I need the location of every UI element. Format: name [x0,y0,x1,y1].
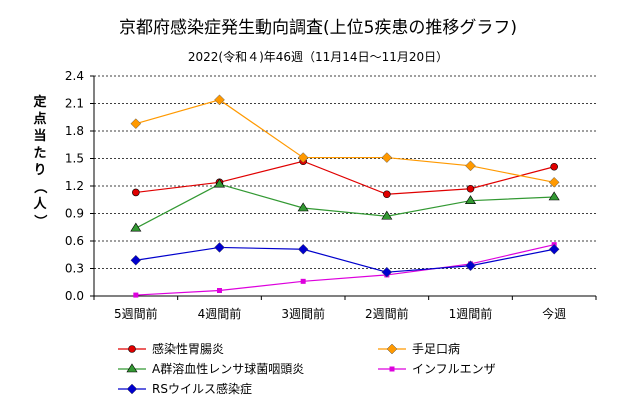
legend-label: インフルエンザ [412,362,496,376]
data-point [297,243,309,255]
legend-marker [126,363,138,373]
x-tick-label: 今週 [542,306,566,321]
data-point [381,152,393,163]
legend: 感染性胃腸炎 手足口病 A群溶血性レンサ球菌咽頭炎 インフルエンザ RSウイルス感染症 [118,341,496,396]
legend-label: 手足口病 [412,341,460,356]
data-point [464,195,477,204]
y-axis-label-char: （ [32,180,48,193]
series-line [135,99,555,183]
data-point [300,278,306,284]
legend-item: 感染性胃腸炎 [118,341,224,356]
legend-item: 手足口病 [378,341,460,356]
chart-title: 京都府感染症発生動向調査(上位5疾患の推移グラフ) [119,18,517,38]
x-tick-label: 4週間前 [198,306,242,321]
y-tick-label: 1.8 [65,124,84,138]
data-point [133,292,139,298]
data-point [466,184,475,193]
series-1 [132,157,558,199]
y-axis-label-char: り [33,163,46,178]
legend-item: A群溶血性レンサ球菌咽頭炎 [118,361,304,376]
x-tick-label: 3週間前 [281,306,325,321]
y-tick-label: 0.9 [65,207,84,221]
y-tick-label: 1.2 [65,179,84,193]
data-point [465,260,476,272]
series-line [135,183,555,229]
data-point [297,152,309,163]
y-tick-label: 0.6 [65,234,84,248]
y-axis-label-char: ） [32,214,48,227]
data-point [381,266,393,278]
x-tick-label: 5週間前 [114,306,158,321]
x-tick-labels: 5週間前 4週間前 3週間前 2週間前 1週間前 今週 [114,306,566,321]
y-axis-label-char: た [33,146,46,161]
legend-item: インフルエンザ [378,362,496,376]
y-tick-label: 2.4 [65,69,84,83]
y-tick-label: 0.0 [65,289,84,303]
y-tick-label: 0.3 [65,262,84,276]
x-tick-label: 2週間前 [365,306,409,321]
series-3 [130,178,560,232]
y-tick-label: 1.5 [65,152,84,166]
legend-label: RSウイルス感染症 [152,381,252,396]
data-point [214,94,225,106]
series-5 [130,242,560,278]
data-point [132,188,140,197]
y-axis-label-char: 定 [32,94,46,110]
data-point [548,243,560,255]
data-point [383,190,391,199]
grid-lines [94,75,596,269]
legend-marker [128,345,136,353]
data-point [465,160,476,172]
y-tick-label: 2.1 [65,97,84,111]
data-point [214,242,225,253]
chart-subtitle: 2022(令和４)年46週（11月14日～11月20日） [188,49,448,64]
data-point [130,118,142,130]
legend-label: 感染性胃腸炎 [152,341,224,356]
x-tick-label: 1週間前 [449,306,493,321]
series-lines [130,94,560,298]
axes [90,75,597,300]
series-line [135,160,555,195]
series-2 [130,94,560,188]
data-point [213,178,226,188]
legend-marker [386,343,398,355]
y-tick-labels: 0.0 0.3 0.6 0.9 1.2 1.5 1.8 2.1 2.4 [65,69,84,303]
data-point [297,202,309,212]
y-axis-label-char: 当 [33,128,46,144]
legend-label: A群溶血性レンサ球菌咽頭炎 [152,361,304,376]
data-point [548,191,560,201]
data-point [130,254,142,266]
data-point [548,176,560,188]
series-line [135,244,555,296]
legend-item: RSウイルス感染症 [118,381,252,396]
y-axis-label-char: 人 [33,196,47,212]
data-point [550,162,558,171]
series-line [135,246,555,273]
data-point [217,288,222,293]
legend-marker [126,383,138,395]
y-axis-label-char: 点 [33,111,46,127]
data-point [130,222,142,232]
data-point [381,210,393,220]
legend-marker [389,366,395,372]
